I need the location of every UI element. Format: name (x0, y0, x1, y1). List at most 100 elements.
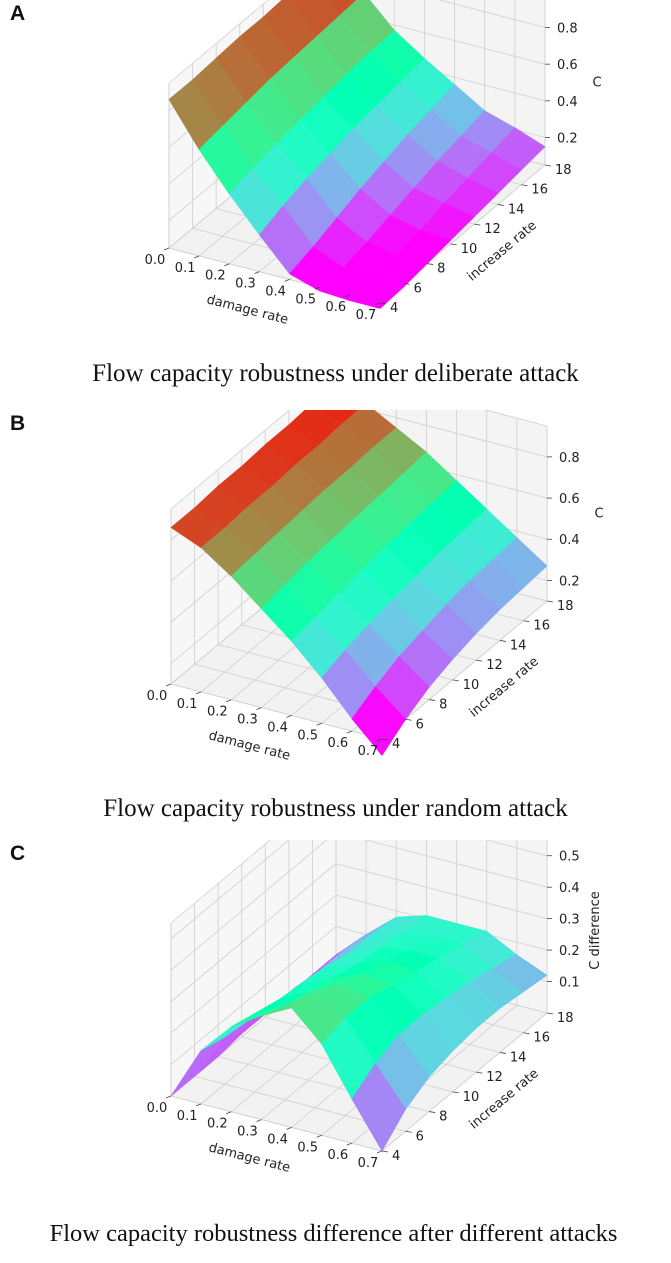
x-tick (195, 691, 202, 695)
x-tick (256, 1119, 262, 1122)
y-tick (523, 620, 530, 623)
z-tick-label: 0.2 (559, 944, 580, 959)
y-tick-label: 12 (486, 1070, 503, 1085)
chart-caption: Flow capacity robustness difference afte… (49, 1220, 618, 1247)
chart-caption: Flow capacity robustness under random at… (103, 795, 568, 822)
surface-plot-a: 0.0 0.1 0.2 0.3 0.4 0.5 0.6 0.7 4 68 10 12 14 16 18 0.2… (145, 0, 602, 328)
x-tick-label: 0.5 (297, 728, 318, 743)
x-tick-label: 0.3 (237, 713, 258, 728)
y-tick-label: 10 (463, 1090, 480, 1105)
z-tick-label: 0.6 (559, 492, 580, 507)
y-tick (381, 738, 389, 741)
y-tick (403, 282, 410, 285)
y-tick-label: 12 (486, 658, 503, 673)
grid-line (170, 683, 383, 740)
y-tick-label: 8 (437, 262, 445, 277)
tick-labels: 0.0 0.1 0.2 0.3 0.4 0.5 0.6 0.7 4 68 10 12 14 16 18 0.2… (147, 451, 580, 759)
x-tick-label: 0.1 (177, 1109, 198, 1124)
z-tick-label: 0.6 (557, 58, 578, 73)
y-tick (405, 718, 412, 721)
x-tick (226, 1111, 232, 1115)
y-tick-label: 4 (392, 737, 400, 752)
z-tick-label: 0.4 (559, 881, 580, 896)
x-tick-label: 0.0 (147, 689, 168, 704)
tick-labels: 0.0 0.1 0.2 0.3 0.4 0.5 0.6 0.7 4 68 10 12 14 16 18 0.2… (145, 22, 578, 324)
x-tick (374, 302, 381, 306)
x-tick-label: 0.0 (145, 253, 166, 268)
y-tick (429, 1111, 436, 1113)
x-tick-label: 0.1 (175, 261, 196, 276)
y-tick (521, 184, 528, 187)
y-tick-label: 4 (390, 301, 398, 316)
y-tick-label: 4 (392, 1149, 400, 1164)
y-tick-label: 16 (531, 183, 548, 198)
y-tick-label: 18 (555, 163, 572, 178)
y-tick (429, 699, 436, 701)
y-tick-label: 14 (508, 202, 525, 217)
z-tick-label: 0.3 (559, 913, 580, 928)
y-tick-label: 16 (533, 1031, 550, 1046)
surface-facet (349, 278, 405, 309)
x-tick-label: 0.2 (207, 1117, 228, 1132)
y-tick-label: 18 (557, 599, 574, 614)
x-tick (376, 1150, 383, 1154)
x-tick-label: 0.1 (177, 697, 198, 712)
chart-caption: Flow capacity robustness under deliberat… (92, 360, 579, 387)
surface-plot-c: 0.0 0.1 0.2 0.3 0.4 0.5 0.6 0.7 4 68 10 12 14 16 18 0.1… (147, 840, 603, 1176)
y-tick (476, 659, 483, 662)
y-tick-label: 6 (414, 281, 422, 296)
surface (168, 0, 546, 309)
grid-line (381, 600, 548, 740)
y-tick-label: 10 (461, 242, 478, 257)
y-tick (499, 1052, 506, 1054)
grid-line (335, 863, 548, 920)
y-tick-label: 6 (416, 717, 424, 732)
y-tick (499, 640, 506, 642)
y-tick-label: 8 (439, 698, 447, 713)
surface-facet (351, 1063, 406, 1152)
x-tick-label: 0.7 (358, 744, 379, 759)
surface (170, 410, 548, 757)
x-tick-label: 0.7 (356, 308, 377, 323)
x-tick (254, 271, 260, 274)
y-tick-label: 10 (463, 678, 480, 693)
grid-line (170, 894, 337, 1034)
surface-plot-b: 0.0 0.1 0.2 0.3 0.4 0.5 0.6 0.7 4 68 10 12 14 16 18 0.2… (147, 410, 604, 764)
grid-line (170, 1095, 383, 1152)
surface (170, 915, 548, 1152)
x-tick (284, 279, 290, 282)
z-tick-label: 0.4 (559, 533, 580, 548)
x-tick-label: 0.4 (267, 1132, 288, 1147)
grid-line (170, 926, 337, 1065)
x-tick (165, 1095, 172, 1099)
grid-line (364, 840, 548, 888)
x-tick-label: 0.4 (267, 720, 288, 735)
z-tick-label: 0.2 (559, 574, 580, 589)
x-tick (286, 715, 292, 718)
grid-line (170, 840, 328, 971)
x-tick (346, 730, 353, 734)
y-tick (544, 164, 552, 167)
panel-letter: C (10, 842, 26, 865)
x-tick (346, 1142, 353, 1146)
x-tick-label: 0.2 (205, 269, 226, 284)
x-tick-label: 0.5 (297, 1140, 318, 1155)
x-tick-label: 0.7 (358, 1156, 379, 1171)
y-tick (546, 1012, 554, 1015)
y-tick (546, 600, 554, 603)
x-tick (163, 247, 170, 251)
x-tick (193, 255, 200, 259)
x-tick (165, 683, 172, 687)
grid-line (170, 863, 337, 1002)
x-tick (226, 699, 232, 703)
z-axis-label: C (594, 507, 603, 522)
z-tick-label: 0.8 (559, 451, 580, 466)
grid-line (437, 0, 546, 28)
x-tick (286, 1127, 292, 1130)
x-tick (195, 1103, 202, 1107)
y-tick-label: 16 (533, 619, 550, 634)
y-tick (452, 1091, 459, 1094)
x-tick-label: 0.3 (237, 1125, 258, 1140)
y-tick (405, 1130, 412, 1133)
y-tick (474, 223, 481, 226)
